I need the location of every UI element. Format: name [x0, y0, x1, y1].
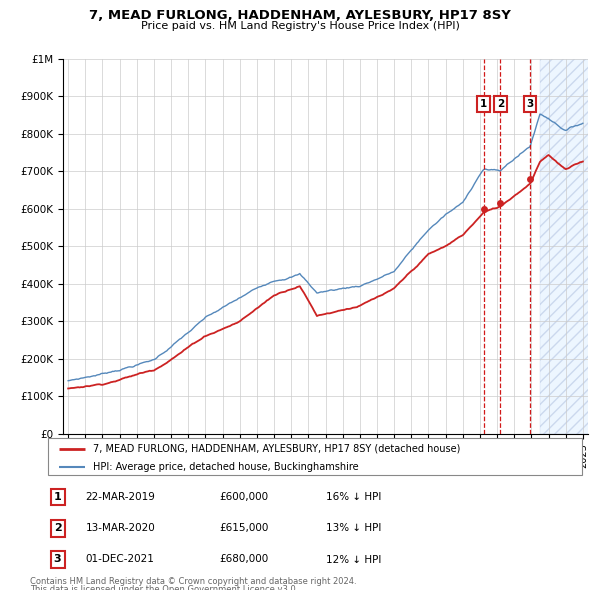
Text: HPI: Average price, detached house, Buckinghamshire: HPI: Average price, detached house, Buck… — [94, 462, 359, 472]
Text: Contains HM Land Registry data © Crown copyright and database right 2024.: Contains HM Land Registry data © Crown c… — [30, 577, 356, 586]
Text: £680,000: £680,000 — [219, 555, 268, 565]
Text: 7, MEAD FURLONG, HADDENHAM, AYLESBURY, HP17 8SY (detached house): 7, MEAD FURLONG, HADDENHAM, AYLESBURY, H… — [94, 444, 461, 454]
FancyBboxPatch shape — [48, 438, 582, 475]
Text: 12% ↓ HPI: 12% ↓ HPI — [326, 555, 381, 565]
Text: 3: 3 — [526, 99, 533, 109]
Text: 13-MAR-2020: 13-MAR-2020 — [85, 523, 155, 533]
Text: 01-DEC-2021: 01-DEC-2021 — [85, 555, 154, 565]
Text: 2: 2 — [497, 99, 504, 109]
Text: This data is licensed under the Open Government Licence v3.0.: This data is licensed under the Open Gov… — [30, 585, 298, 590]
Text: 7, MEAD FURLONG, HADDENHAM, AYLESBURY, HP17 8SY: 7, MEAD FURLONG, HADDENHAM, AYLESBURY, H… — [89, 9, 511, 22]
Text: £600,000: £600,000 — [219, 492, 268, 502]
Text: Price paid vs. HM Land Registry's House Price Index (HPI): Price paid vs. HM Land Registry's House … — [140, 21, 460, 31]
Text: 22-MAR-2019: 22-MAR-2019 — [85, 492, 155, 502]
Text: 2: 2 — [54, 523, 61, 533]
Text: 13% ↓ HPI: 13% ↓ HPI — [326, 523, 381, 533]
Bar — [540, 59, 600, 434]
Text: 16% ↓ HPI: 16% ↓ HPI — [326, 492, 381, 502]
Text: 1: 1 — [54, 492, 61, 502]
Text: 3: 3 — [54, 555, 61, 565]
Text: £615,000: £615,000 — [219, 523, 268, 533]
Text: 1: 1 — [480, 99, 487, 109]
